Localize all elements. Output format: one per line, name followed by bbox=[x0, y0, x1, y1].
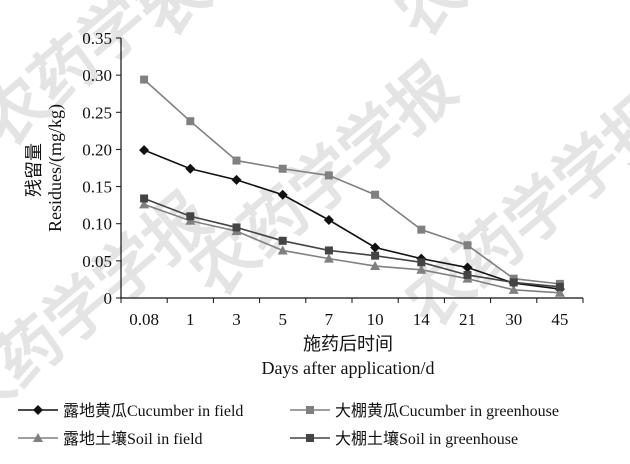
legend-marker bbox=[33, 405, 43, 415]
data-point bbox=[232, 223, 241, 232]
data-point bbox=[416, 264, 427, 274]
y-tick-label: 0.25 bbox=[82, 103, 112, 122]
y-tick-label: 0.05 bbox=[82, 252, 112, 271]
data-point bbox=[554, 287, 565, 297]
y-axis-title-cn: 残留量 bbox=[24, 143, 44, 197]
data-point bbox=[278, 236, 287, 245]
data-point bbox=[509, 278, 518, 287]
series-line bbox=[143, 149, 561, 290]
legend-label: 露地土壤Soil in field bbox=[63, 429, 203, 448]
data-point bbox=[555, 282, 564, 291]
data-point bbox=[417, 258, 426, 267]
data-point bbox=[370, 242, 381, 253]
x-tick-label: 30 bbox=[505, 310, 522, 329]
x-tick-label: 45 bbox=[551, 310, 568, 329]
watermark-text: 农药学学报 bbox=[0, 0, 260, 162]
y-tick-label: 0.30 bbox=[82, 66, 112, 85]
data-point bbox=[508, 284, 519, 294]
data-point bbox=[232, 156, 241, 165]
y-tick-label: 0 bbox=[104, 289, 113, 308]
data-point bbox=[324, 246, 333, 255]
x-tick-label: 1 bbox=[186, 310, 195, 329]
y-tick-label: 0.35 bbox=[82, 29, 112, 48]
series-4 bbox=[140, 194, 564, 291]
x-tick-label: 14 bbox=[413, 310, 431, 329]
data-point bbox=[371, 190, 380, 199]
x-axis-title-cn: 施药后时间 bbox=[303, 334, 393, 354]
watermark-text: 农药学学报 bbox=[383, 0, 630, 52]
y-axis-title-en: Residues/(mg/kg) bbox=[45, 104, 66, 232]
y-tick-label: 0.10 bbox=[82, 215, 112, 234]
x-tick-label: 7 bbox=[325, 310, 334, 329]
data-point bbox=[323, 253, 334, 263]
data-point bbox=[370, 261, 381, 271]
data-point bbox=[186, 117, 195, 126]
legend-item: 露地黄瓜Cucumber in field bbox=[18, 402, 243, 420]
watermark-text: 农药学学报 bbox=[128, 0, 421, 52]
legend-label: 大棚黄瓜Cucumber in greenhouse bbox=[335, 402, 559, 420]
data-point bbox=[139, 145, 150, 156]
series-layer bbox=[139, 75, 565, 297]
data-point bbox=[277, 189, 288, 200]
data-point bbox=[231, 174, 242, 185]
legend-marker bbox=[33, 433, 43, 442]
y-tick-label: 0.20 bbox=[82, 140, 112, 159]
data-point bbox=[139, 199, 150, 209]
x-tick-label: 0.08 bbox=[129, 310, 159, 329]
legend-item: 大棚土壤Soil in greenhouse bbox=[290, 429, 518, 448]
legend-item: 露地土壤Soil in field bbox=[18, 429, 203, 448]
data-point bbox=[185, 163, 196, 174]
x-tick-label: 10 bbox=[367, 310, 384, 329]
data-point bbox=[277, 245, 288, 255]
x-tick-label: 21 bbox=[459, 310, 476, 329]
data-point bbox=[417, 225, 426, 234]
series-line bbox=[143, 197, 560, 288]
data-point bbox=[463, 241, 472, 250]
legend: 露地黄瓜Cucumber in field 大棚黄瓜Cucumber in gre… bbox=[18, 402, 559, 448]
x-tick-label: 3 bbox=[232, 310, 241, 329]
data-point bbox=[462, 262, 473, 273]
legend-label: 大棚土壤Soil in greenhouse bbox=[335, 429, 518, 448]
y-tick-label: 0.15 bbox=[82, 178, 112, 197]
data-point bbox=[186, 212, 195, 221]
axes: 0 0.05 0.10 0.15 0.20 0.25 0.30 0.35 0.08 1 3 5 7 10 1… bbox=[82, 29, 584, 329]
series-line bbox=[143, 203, 560, 294]
legend-label: 露地黄瓜Cucumber in field bbox=[63, 402, 243, 420]
data-point bbox=[278, 164, 287, 173]
data-point bbox=[463, 270, 472, 279]
x-tick-label: 5 bbox=[278, 310, 287, 329]
data-point bbox=[324, 171, 333, 180]
data-point bbox=[323, 215, 334, 225]
data-point bbox=[371, 251, 380, 260]
legend-marker bbox=[306, 406, 314, 414]
legend-item: 大棚黄瓜Cucumber in greenhouse bbox=[290, 402, 559, 420]
axis-titles: 残留量 Residues/(mg/kg) 施药后时间 Days after ap… bbox=[24, 104, 434, 378]
data-point bbox=[140, 194, 149, 203]
x-axis-title-en: Days after application/d bbox=[262, 358, 435, 378]
legend-marker bbox=[306, 434, 314, 442]
data-point bbox=[140, 75, 149, 84]
series-line bbox=[143, 79, 560, 285]
